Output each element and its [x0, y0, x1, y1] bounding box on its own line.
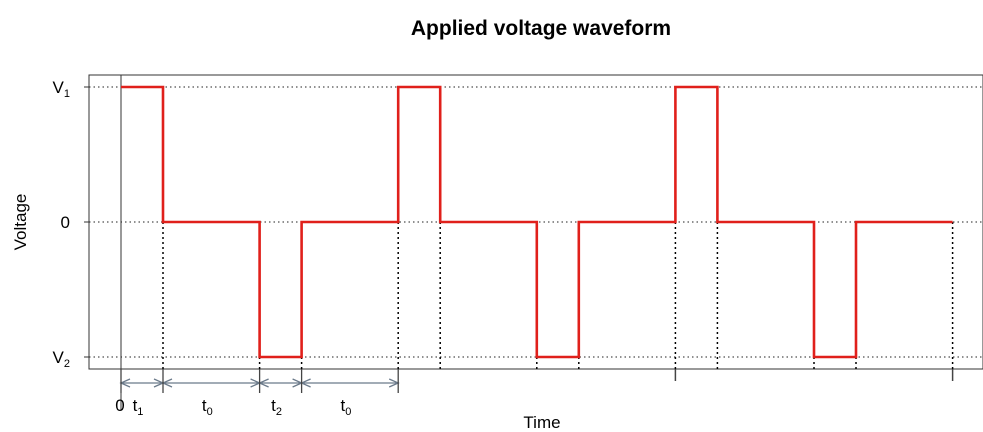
chart-title: Applied voltage waveform — [411, 17, 671, 40]
y-axis-label: Voltage — [11, 194, 30, 251]
interval-label: t2 — [271, 396, 282, 418]
interval-label: t1 — [133, 396, 144, 418]
period-ticks — [674, 369, 954, 381]
y-tick-label: V1 — [53, 78, 70, 100]
interval-label: t0 — [340, 396, 351, 418]
x-tick-label: 0 — [115, 396, 124, 415]
x-axis-label: Time — [523, 413, 560, 432]
interval-label: t0 — [202, 396, 213, 418]
y-tick-label: 0 — [61, 213, 70, 232]
x-tick-labels: 0 — [115, 396, 124, 415]
y-tick-labels: V1 0 V2 — [53, 78, 89, 370]
interval-annotations: t1 t0 t2 t0 — [119, 369, 400, 418]
dotted-vertical-lines — [162, 222, 954, 369]
waveform-line — [121, 85, 953, 359]
waveform-series — [121, 85, 953, 359]
y-tick-label: V2 — [53, 348, 70, 370]
